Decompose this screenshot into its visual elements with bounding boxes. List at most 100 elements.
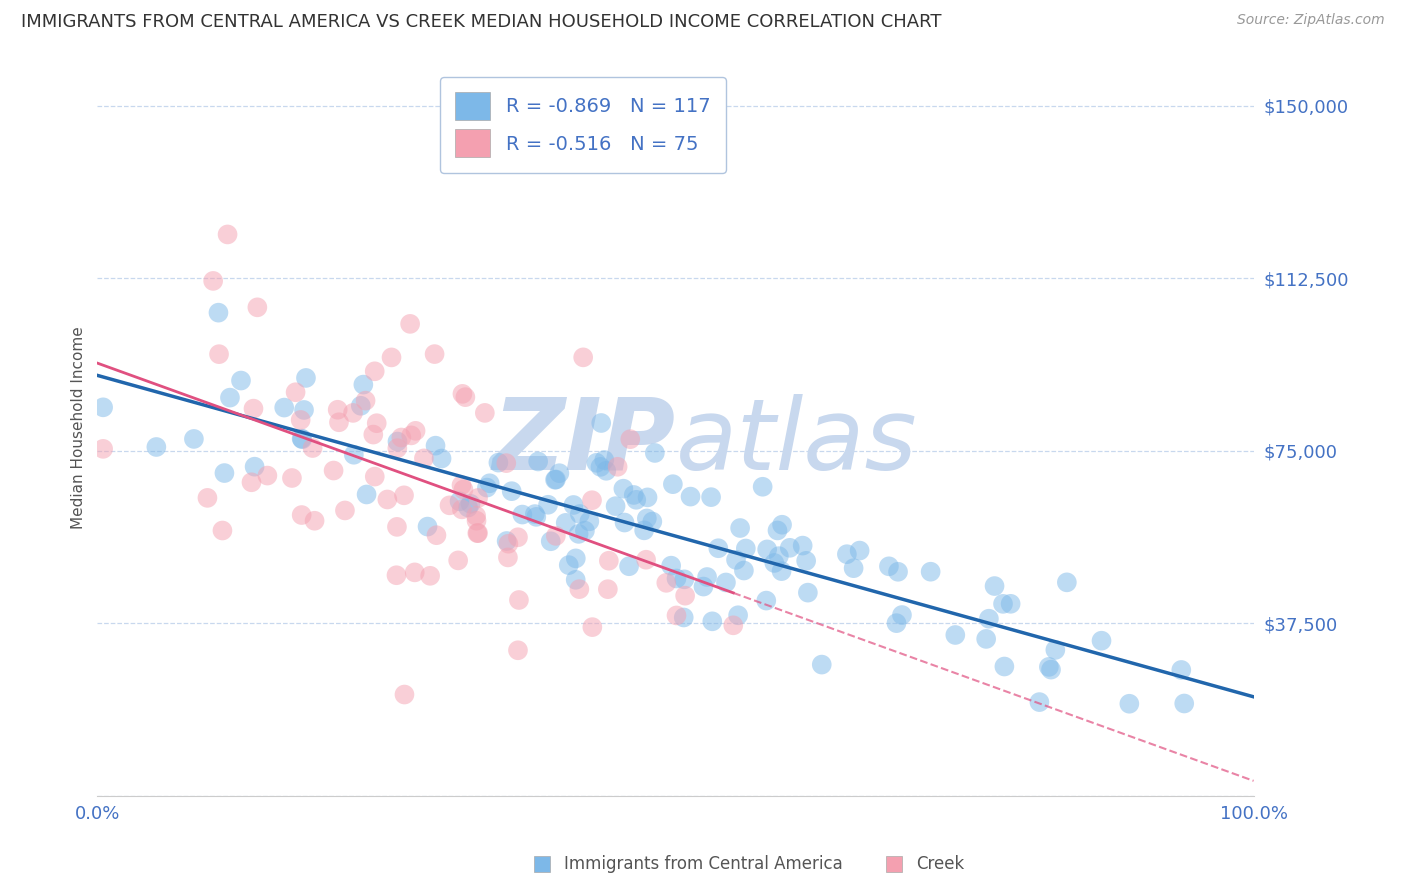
Point <box>419 569 441 583</box>
Point <box>208 347 231 361</box>
Point <box>673 589 696 603</box>
Point <box>723 618 745 632</box>
Point <box>679 490 702 504</box>
Point <box>343 448 366 462</box>
Point <box>508 593 530 607</box>
Point <box>451 387 474 401</box>
Point <box>295 371 318 385</box>
Point <box>920 565 942 579</box>
Point <box>835 547 858 561</box>
Point <box>454 390 477 404</box>
Point <box>842 561 865 575</box>
Point <box>387 434 409 449</box>
Point <box>486 456 509 470</box>
Point <box>578 514 600 528</box>
Point <box>1000 597 1022 611</box>
Point <box>413 451 436 466</box>
Point <box>636 511 658 525</box>
Point <box>449 494 471 508</box>
Point <box>501 484 523 499</box>
Point <box>613 516 636 530</box>
Point <box>524 509 547 524</box>
Point <box>974 632 997 646</box>
Point <box>887 565 910 579</box>
Point <box>328 415 350 429</box>
Point <box>734 541 756 556</box>
Point <box>217 227 239 242</box>
Y-axis label: Median Household Income: Median Household Income <box>72 326 86 529</box>
Point <box>581 620 603 634</box>
Point <box>430 451 453 466</box>
Point <box>439 499 461 513</box>
Point <box>1040 663 1063 677</box>
Point <box>593 453 616 467</box>
Point <box>617 559 640 574</box>
Point <box>665 572 688 586</box>
Point <box>460 497 482 511</box>
Point <box>568 507 591 521</box>
Point <box>392 488 415 502</box>
Point <box>659 558 682 573</box>
Point <box>496 550 519 565</box>
Point <box>598 554 620 568</box>
Point <box>506 530 529 544</box>
Point <box>891 607 914 622</box>
Point <box>364 469 387 483</box>
Point <box>662 477 685 491</box>
Point <box>585 456 607 470</box>
Point <box>363 427 385 442</box>
Point <box>581 493 603 508</box>
Point <box>794 554 817 568</box>
Point <box>512 508 534 522</box>
Point <box>425 439 447 453</box>
Point <box>453 483 475 497</box>
Point <box>207 306 229 320</box>
Point <box>416 519 439 533</box>
Point <box>1056 575 1078 590</box>
Point <box>692 580 714 594</box>
Point <box>766 524 789 538</box>
Point <box>728 521 751 535</box>
Point <box>498 537 520 551</box>
Point <box>727 608 749 623</box>
Point <box>322 464 344 478</box>
Point <box>993 659 1015 673</box>
Point <box>591 416 613 430</box>
Point <box>219 391 242 405</box>
Point <box>385 520 408 534</box>
Point <box>606 459 628 474</box>
Point <box>273 401 295 415</box>
Point <box>474 406 496 420</box>
Legend: R = -0.869   N = 117, R = -0.516   N = 75: R = -0.869 N = 117, R = -0.516 N = 75 <box>440 77 725 172</box>
Point <box>423 347 446 361</box>
Point <box>350 399 373 413</box>
Point <box>465 508 488 523</box>
Point <box>450 478 472 492</box>
Point <box>633 524 655 538</box>
Point <box>1170 663 1192 677</box>
Point <box>1028 695 1050 709</box>
Point <box>246 301 269 315</box>
Point <box>387 441 409 455</box>
Point <box>540 534 562 549</box>
Point <box>242 401 264 416</box>
Point <box>197 491 219 505</box>
Point <box>425 528 447 542</box>
Point <box>229 374 252 388</box>
Point <box>644 446 666 460</box>
Point <box>183 432 205 446</box>
Point <box>537 498 560 512</box>
Text: Creek: Creek <box>915 855 965 873</box>
Point <box>352 377 374 392</box>
Point <box>665 608 688 623</box>
Point <box>475 481 498 495</box>
Text: Source: ZipAtlas.com: Source: ZipAtlas.com <box>1237 13 1385 28</box>
Point <box>886 616 908 631</box>
Point <box>380 351 402 365</box>
Point <box>401 428 423 442</box>
Point <box>558 558 581 573</box>
Point <box>672 610 695 624</box>
Point <box>202 274 225 288</box>
Point <box>211 524 233 538</box>
Point <box>755 593 778 607</box>
